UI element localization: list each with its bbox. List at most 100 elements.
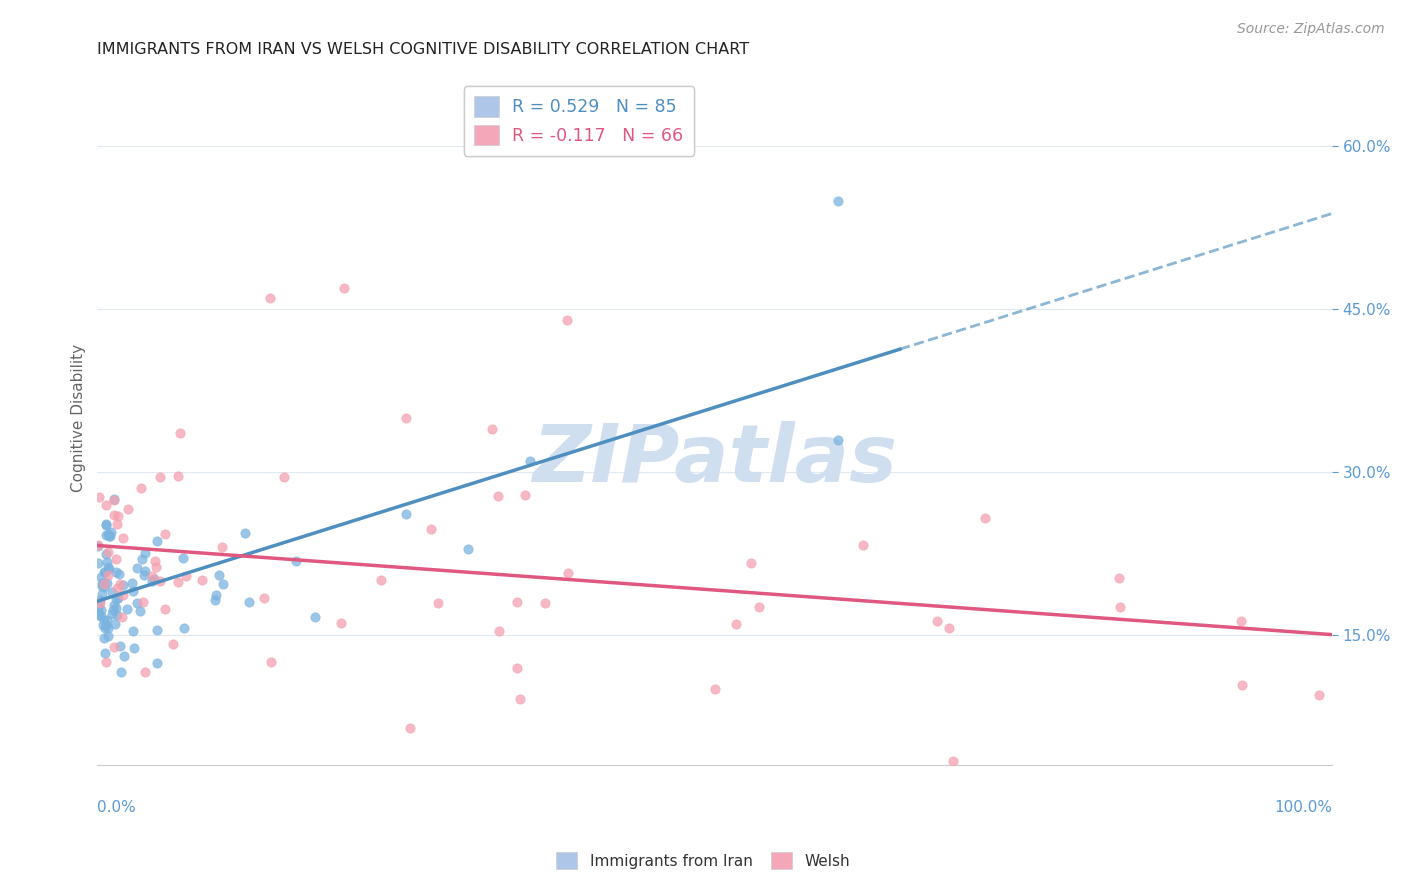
Point <box>1230 678 1253 692</box>
Point <box>117 502 139 516</box>
Point <box>122 624 145 638</box>
Point <box>942 754 965 768</box>
Point <box>191 573 214 587</box>
Point <box>1108 599 1130 614</box>
Point <box>488 624 510 638</box>
Point <box>740 556 762 570</box>
Point <box>93 613 115 627</box>
Point <box>519 454 541 468</box>
Point <box>827 433 849 447</box>
Point <box>143 553 166 567</box>
Point <box>555 313 578 327</box>
Point <box>94 527 117 541</box>
Point <box>96 613 118 627</box>
Point <box>89 598 111 612</box>
Point <box>260 655 283 669</box>
Point <box>112 649 135 664</box>
Point <box>108 640 131 654</box>
Point <box>93 565 115 579</box>
Point <box>115 601 138 615</box>
Point <box>370 573 392 587</box>
Point <box>134 665 156 680</box>
Text: Source: ZipAtlas.com: Source: ZipAtlas.com <box>1237 22 1385 37</box>
Point <box>167 469 190 483</box>
Point <box>145 560 167 574</box>
Text: IMMIGRANTS FROM IRAN VS WELSH COGNITIVE DISABILITY CORRELATION CHART: IMMIGRANTS FROM IRAN VS WELSH COGNITIVE … <box>97 42 749 57</box>
Point <box>105 565 128 579</box>
Point <box>122 584 145 599</box>
Text: ZIPatlas: ZIPatlas <box>533 420 897 499</box>
Point <box>105 581 128 595</box>
Point <box>703 682 725 697</box>
Point <box>211 577 233 591</box>
Point <box>103 491 125 506</box>
Legend: Immigrants from Iran, Welsh: Immigrants from Iran, Welsh <box>550 846 856 875</box>
Point <box>93 580 115 594</box>
Point <box>211 540 233 554</box>
Point <box>145 656 167 670</box>
Point <box>505 595 527 609</box>
Point <box>91 618 114 632</box>
Point <box>938 621 960 635</box>
Point <box>90 603 112 617</box>
Point <box>112 578 135 592</box>
Point <box>238 595 260 609</box>
Point <box>132 595 155 609</box>
Point <box>513 488 536 502</box>
Point <box>208 567 231 582</box>
Point <box>93 576 115 591</box>
Point <box>91 579 114 593</box>
Point <box>481 422 503 436</box>
Point <box>87 604 110 618</box>
Point <box>146 534 169 549</box>
Point <box>94 621 117 635</box>
Point <box>134 546 156 560</box>
Point <box>204 593 226 607</box>
Point <box>97 526 120 541</box>
Point <box>105 607 128 622</box>
Point <box>253 591 276 606</box>
Point <box>162 637 184 651</box>
Point <box>96 555 118 569</box>
Point <box>96 517 118 532</box>
Legend: R = 0.529   N = 85, R = -0.117   N = 66: R = 0.529 N = 85, R = -0.117 N = 66 <box>464 86 695 156</box>
Point <box>112 531 135 545</box>
Point <box>129 604 152 618</box>
Point <box>96 576 118 591</box>
Point <box>125 595 148 609</box>
Point <box>141 574 163 588</box>
Point <box>121 576 143 591</box>
Point <box>399 721 422 735</box>
Point <box>103 493 125 508</box>
Point <box>104 616 127 631</box>
Point <box>105 592 128 607</box>
Point <box>134 567 156 582</box>
Point <box>725 616 748 631</box>
Point <box>87 539 110 553</box>
Point <box>96 618 118 632</box>
Point <box>146 623 169 637</box>
Point <box>101 607 124 622</box>
Point <box>105 517 128 532</box>
Point <box>124 641 146 656</box>
Point <box>105 601 128 615</box>
Point <box>110 665 132 679</box>
Point <box>486 489 509 503</box>
Point <box>330 615 353 630</box>
Point <box>129 482 152 496</box>
Point <box>173 621 195 635</box>
Point <box>827 194 849 208</box>
Point <box>141 569 163 583</box>
Point <box>131 552 153 566</box>
Point <box>973 511 995 525</box>
Point <box>87 539 110 553</box>
Point <box>103 599 125 613</box>
Point <box>259 292 281 306</box>
Point <box>104 551 127 566</box>
Point <box>169 426 191 441</box>
Point <box>852 538 875 552</box>
Point <box>87 556 110 570</box>
Point <box>148 470 170 484</box>
Point <box>149 574 172 589</box>
Point <box>153 527 176 541</box>
